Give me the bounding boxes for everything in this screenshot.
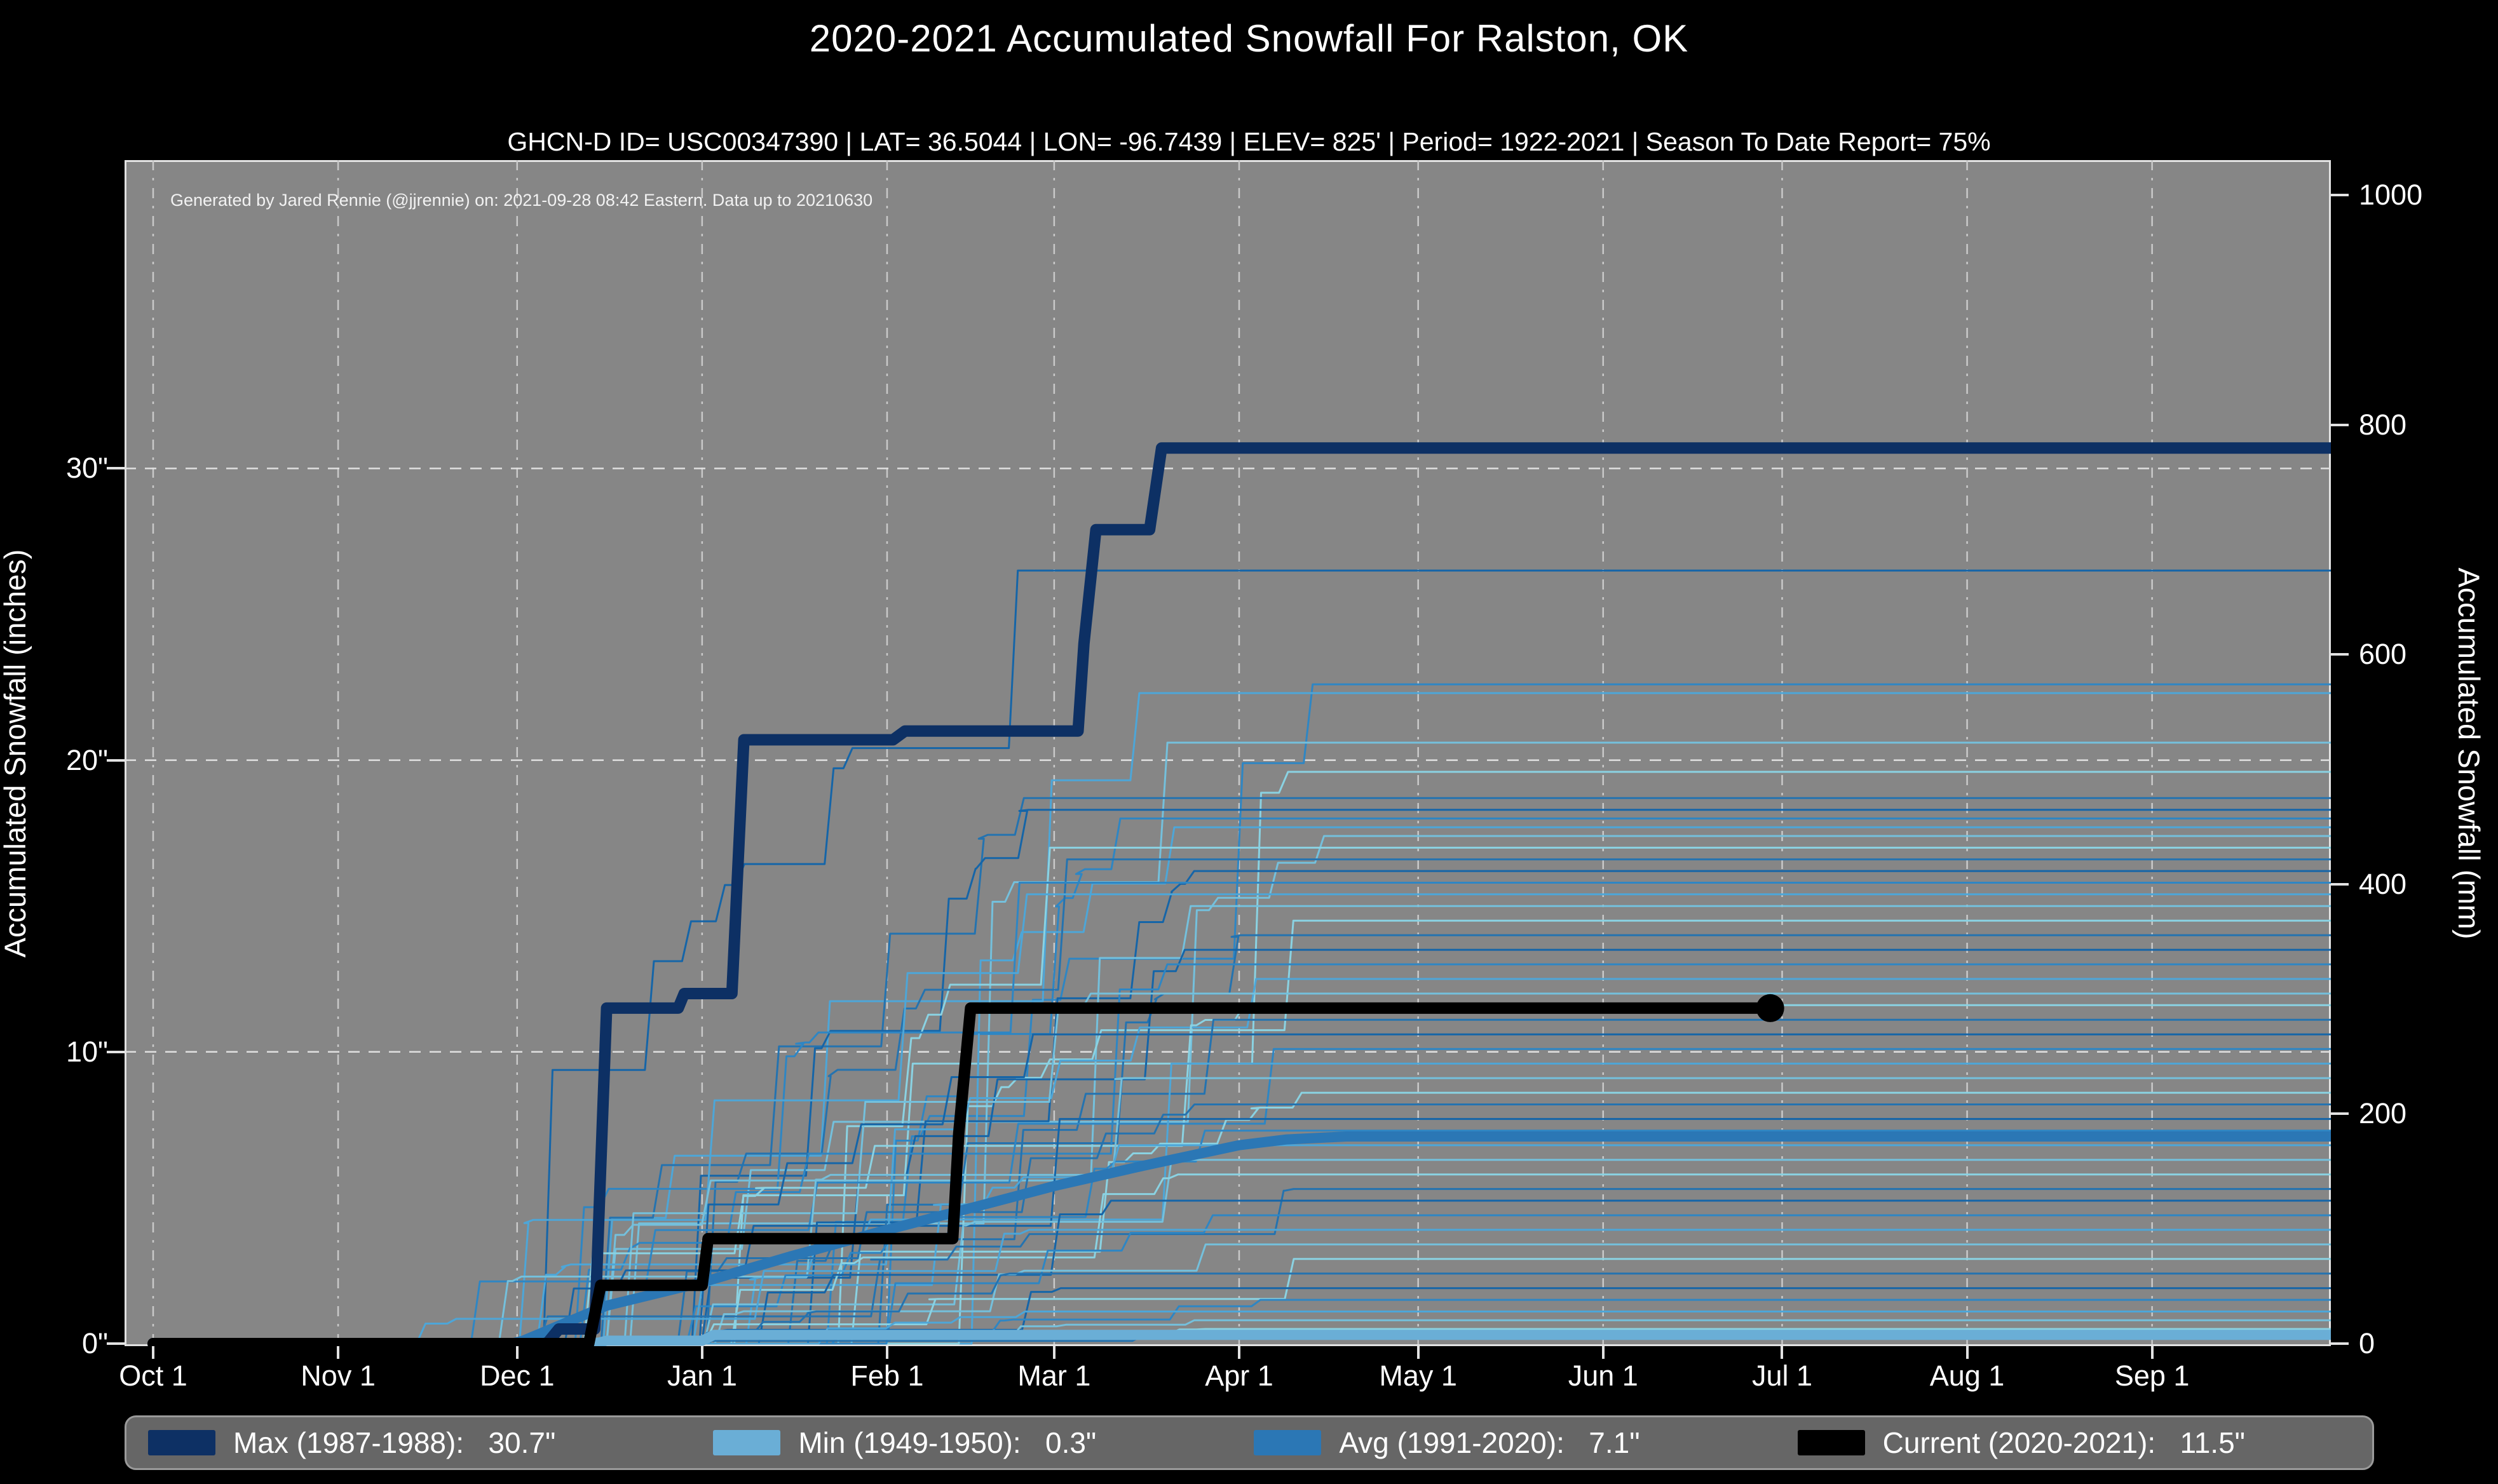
season-trace [153, 948, 2331, 1345]
season-trace [153, 1311, 2331, 1345]
season-trace [153, 882, 2331, 1345]
current-end-dot [1756, 994, 1784, 1022]
season-trace [153, 1103, 2331, 1345]
x-axis-tickmark [152, 1346, 154, 1359]
y-axis-tick-label-inches: 30" [65, 452, 108, 485]
season-trace [153, 1062, 2331, 1345]
y-axis-tickmark [2331, 194, 2349, 197]
legend-label: Current (2020-2021): 11.5" [1882, 1426, 2245, 1459]
x-axis-tick-label: Mar 1 [1017, 1359, 1091, 1392]
y-axis-tick-label-mm: 600 [2359, 638, 2407, 671]
y-axis-tick-label-mm: 400 [2359, 867, 2407, 900]
y-axis-tickmark [107, 1342, 125, 1345]
season-trace [153, 1199, 2331, 1345]
x-axis-tickmark [1237, 1346, 1240, 1359]
x-axis-tickmark [1052, 1346, 1056, 1359]
legend-label: Max (1987-1988): 30.7" [233, 1426, 556, 1459]
y-axis-tick-label-mm: 200 [2359, 1097, 2407, 1130]
x-axis-tickmark [2150, 1346, 2154, 1359]
legend-item: Min (1949-1950): 0.3" [713, 1426, 1096, 1460]
season-trace [153, 1298, 2331, 1345]
season-trace [153, 771, 2331, 1345]
x-axis-tick-label: Nov 1 [301, 1359, 376, 1392]
y-axis-tickmark [2331, 882, 2349, 886]
x-axis-tickmark [1781, 1346, 1784, 1359]
y-axis-tickmark [107, 759, 125, 762]
x-axis-tick-label: Oct 1 [119, 1359, 187, 1392]
chart-canvas [125, 160, 2331, 1346]
season-trace [153, 741, 2331, 1345]
max-line [147, 442, 2331, 1346]
season-trace [153, 1173, 2331, 1345]
season-trace [153, 683, 2331, 1345]
legend-item: Max (1987-1988): 30.7" [148, 1426, 555, 1460]
legend-item: Avg (1991-2020): 7.1" [1254, 1426, 1640, 1460]
y-axis-tickmark [2331, 1342, 2349, 1345]
season-trace [153, 992, 2331, 1345]
x-axis-tickmark [1965, 1346, 1969, 1359]
y-axis-tick-label-inches: 10" [65, 1035, 108, 1068]
generated-by-annotation: Generated by Jared Rennie (@jjrennie) on… [170, 191, 873, 210]
x-axis-tick-label: Sep 1 [2114, 1359, 2190, 1392]
x-axis-tickmark [1416, 1346, 1420, 1359]
legend-label: Avg (1991-2020): 7.1" [1339, 1426, 1640, 1459]
legend-swatch [148, 1430, 215, 1455]
x-axis-tickmark [700, 1346, 703, 1359]
x-axis-tick-label: Jan 1 [667, 1359, 737, 1392]
season-trace [153, 978, 2331, 1345]
season-trace [153, 1159, 2331, 1345]
y-axis-tickmark [2331, 1112, 2349, 1116]
x-axis-tickmark [515, 1346, 519, 1359]
season-trace [153, 1188, 2331, 1345]
season-trace [153, 1091, 2331, 1345]
x-axis-tick-label: Jun 1 [1568, 1359, 1638, 1392]
avg-line [148, 1131, 2331, 1346]
legend-item: Current (2020-2021): 11.5" [1797, 1426, 2245, 1460]
season-trace [153, 1018, 2331, 1345]
season-trace [153, 846, 2331, 1345]
y-axis-tick-label-mm: 1000 [2359, 179, 2423, 212]
season-trace [153, 817, 2331, 1345]
season-trace [153, 835, 2331, 1345]
x-axis-tickmark [885, 1346, 888, 1359]
season-trace [153, 858, 2331, 1345]
season-trace [153, 1077, 2331, 1345]
y-axis-tickmark [2331, 423, 2349, 426]
y-axis-tick-label-mm: 800 [2359, 408, 2407, 441]
x-axis-tick-label: Jul 1 [1751, 1359, 1812, 1392]
y-axis-tickmark [2331, 653, 2349, 656]
x-axis-tick-label: Apr 1 [1205, 1359, 1273, 1392]
y-axis-tickmark [107, 1050, 125, 1053]
y-axis-tick-label-inches: 20" [65, 743, 108, 776]
chart-subtitle: GHCN-D ID= USC00347390 | LAT= 36.5044 | … [507, 127, 1991, 156]
x-axis-tick-label: Feb 1 [850, 1359, 924, 1392]
season-trace [153, 797, 2331, 1345]
season-trace [153, 905, 2331, 1345]
y-axis-tick-label-inches: 0" [81, 1327, 108, 1359]
legend-label: Min (1949-1950): 0.3" [798, 1426, 1097, 1459]
y-axis-label-mm: Accumulated Snowfall (mm) [2452, 567, 2486, 940]
x-axis-tick-label: May 1 [1379, 1359, 1457, 1392]
season-trace [153, 569, 2331, 1345]
season-trace [153, 870, 2331, 1345]
y-axis-tick-label-mm: 0 [2359, 1327, 2375, 1359]
season-trace [153, 809, 2331, 1345]
chart-title: 2020-2021 Accumulated Snowfall For Ralst… [809, 17, 1689, 60]
x-axis-tick-label: Aug 1 [1929, 1359, 2005, 1392]
season-trace [153, 1117, 2331, 1345]
legend-swatch [1797, 1430, 1865, 1455]
x-axis-tick-label: Dec 1 [480, 1359, 555, 1392]
legend: Max (1987-1988): 30.7" Min (1949-1950): 0… [125, 1415, 2374, 1470]
legend-swatch [1254, 1430, 1322, 1455]
y-axis-tickmark [107, 467, 125, 470]
x-axis-tickmark [1601, 1346, 1605, 1359]
current-line [147, 1002, 1776, 1346]
legend-swatch [713, 1430, 781, 1455]
season-trace [153, 826, 2331, 1345]
x-axis-tickmark [337, 1346, 340, 1359]
